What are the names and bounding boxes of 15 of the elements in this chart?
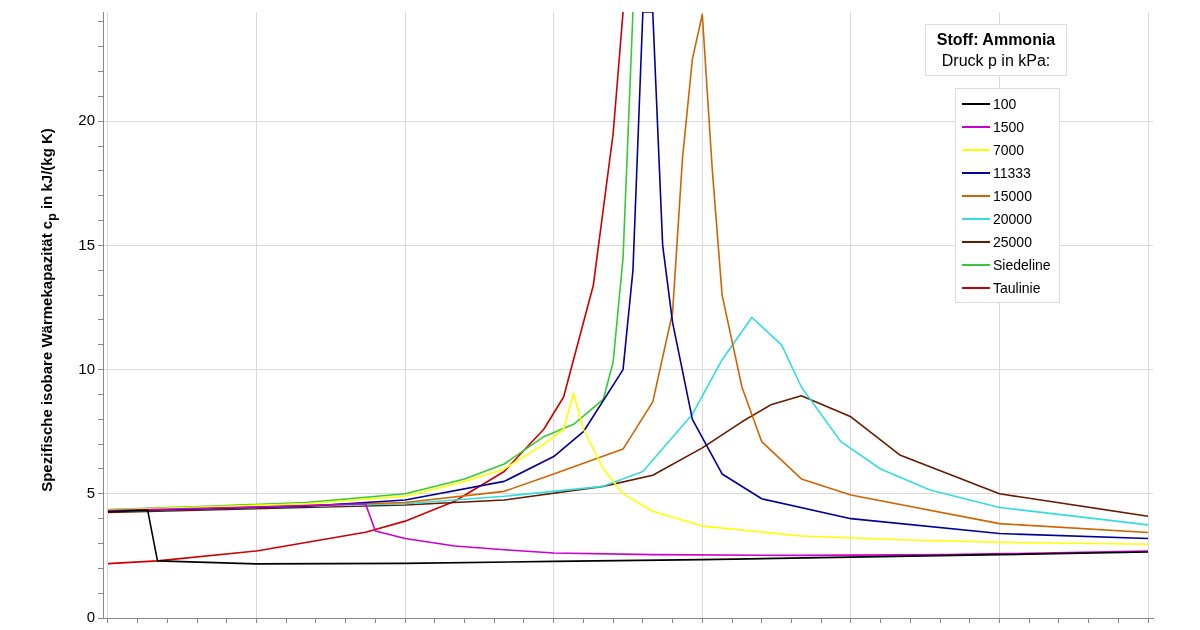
y-tick-label: 0 [86,608,95,626]
legend-label: 1500 [993,118,1025,135]
legend-title: Stoff: Ammonia Druck p in kPa: [935,30,1057,71]
y-tick-label: 10 [78,359,95,377]
legend-label: 20000 [993,210,1032,227]
legend-label: 100 [993,95,1017,112]
y-tick-label: 5 [86,483,95,501]
y-tick-label: 20 [78,111,95,129]
legend-label: 15000 [993,187,1032,204]
legend-label: 25000 [993,233,1032,250]
legend-label: Siedeline [993,256,1051,273]
legend-label: 11333 [993,164,1031,181]
y-tick-label: 15 [78,235,95,253]
legend-label: 7000 [993,141,1025,158]
legend-label: Taulinie [993,279,1041,296]
